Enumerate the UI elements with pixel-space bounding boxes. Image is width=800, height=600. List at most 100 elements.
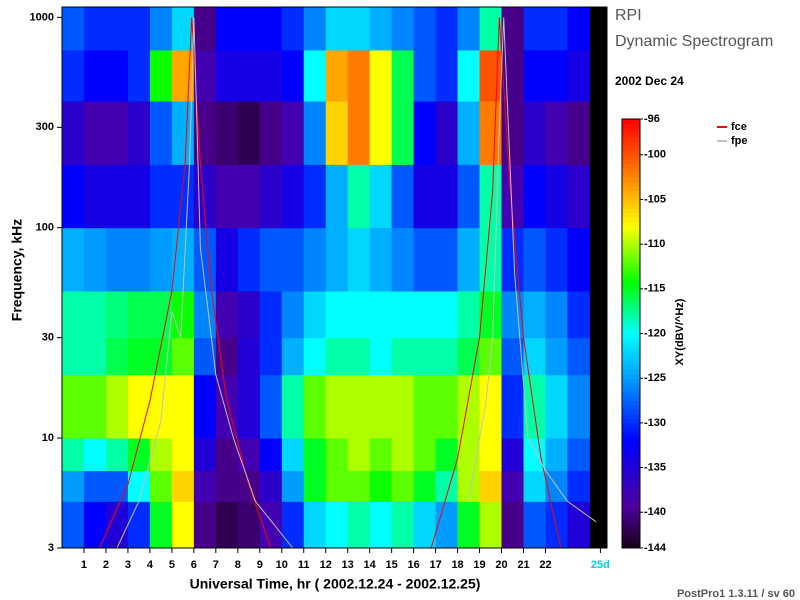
heatmap-cell [391, 291, 415, 339]
colorbar-step [622, 163, 640, 169]
heatmap-cell [83, 470, 107, 502]
heatmap-cell [501, 374, 524, 439]
x-tick-label: 22 [539, 559, 551, 571]
heatmap-cell [215, 438, 239, 472]
heatmap-cell [215, 7, 239, 51]
heatmap-cell [193, 291, 217, 339]
heatmap-cell [171, 49, 195, 102]
heatmap-cell [435, 438, 459, 472]
heatmap-cell [413, 101, 437, 165]
colorbar-step [622, 194, 640, 200]
heatmap-cell [479, 291, 503, 339]
x-tick-label: 13 [342, 559, 354, 571]
heatmap-cell [369, 101, 393, 165]
heatmap-cell [567, 470, 590, 502]
heatmap-cell [523, 291, 546, 339]
colorbar-tick-label: -100 [644, 149, 666, 161]
heatmap-cell [457, 374, 481, 439]
heatmap-cell [479, 227, 503, 292]
heatmap-cell [545, 337, 568, 376]
colorbar-tick-label: -96 [644, 113, 660, 125]
heatmap-cell [281, 227, 305, 292]
heatmap-cell [567, 374, 590, 439]
heatmap-cell [303, 7, 327, 51]
y-axis-label: Frequency, kHz [9, 219, 25, 321]
heatmap-cell [259, 337, 283, 376]
heatmap-cell [149, 291, 173, 339]
heatmap-cell [391, 374, 415, 439]
heatmap-cell [281, 337, 305, 376]
colorbar-step [622, 458, 640, 464]
heatmap-cell [83, 7, 107, 51]
heatmap-cell [149, 227, 173, 292]
y-tick-label: 300 [36, 121, 54, 133]
colorbar-step [622, 248, 640, 254]
heatmap-cell [193, 227, 217, 292]
heatmap-cell [62, 438, 85, 472]
heatmap-cell [303, 438, 327, 472]
heatmap-cell [215, 374, 239, 439]
heatmap-cell [413, 374, 437, 439]
heatmap-cell [83, 101, 107, 165]
heatmap-cell [127, 470, 151, 502]
colorbar-step [622, 320, 640, 326]
heatmap-cell [435, 164, 459, 229]
heatmap-cell [281, 49, 305, 102]
heatmap-cell [347, 101, 371, 165]
heatmap-cell [501, 470, 524, 502]
heatmap-cell [83, 501, 107, 549]
heatmap-cell [193, 337, 217, 376]
heatmap-cell [303, 101, 327, 165]
heatmap-cell [501, 164, 524, 229]
heatmap-cell [523, 374, 546, 439]
colorbar-step [622, 199, 640, 205]
heatmap-cell [237, 501, 261, 549]
colorbar-step [622, 270, 640, 276]
x-tick-label: 7 [213, 559, 219, 571]
heatmap-cell [127, 101, 151, 165]
colorbar-tick-label: -130 [644, 417, 666, 429]
colorbar-step [622, 413, 640, 419]
colorbar-tick-label: -140 [644, 506, 666, 518]
heatmap-cell [105, 7, 129, 51]
colorbar-step [622, 543, 640, 549]
colorbar-step [622, 333, 640, 339]
heatmap-cell [281, 374, 305, 439]
colorbar-step [622, 315, 640, 321]
heatmap-cell [523, 337, 546, 376]
heatmap-cell [479, 374, 503, 439]
colorbar-step [622, 489, 640, 495]
heatmap-cell [127, 501, 151, 549]
heatmap-cell [545, 438, 568, 472]
heatmap-cell [237, 101, 261, 165]
heatmap-cell [413, 501, 437, 549]
colorbar-step [622, 284, 640, 290]
heatmap-cell [193, 501, 217, 549]
heatmap-cell [149, 438, 173, 472]
x-tick-label: 12 [320, 559, 332, 571]
heatmap-cell [369, 49, 393, 102]
heatmap-cell [457, 501, 481, 549]
heatmap-cell [413, 291, 437, 339]
colorbar-tick-label: -120 [644, 327, 666, 339]
heatmap-cell [193, 7, 217, 51]
heatmap-cell [479, 438, 503, 472]
heatmap-cell [62, 227, 85, 292]
heatmap-cell [435, 291, 459, 339]
colorbar-step [622, 539, 640, 545]
heatmap-cell [501, 291, 524, 339]
heatmap-cell [149, 101, 173, 165]
heatmap-cell [259, 470, 283, 502]
heatmap-cell [281, 291, 305, 339]
heatmap-cell [369, 291, 393, 339]
heatmap-cell [171, 164, 195, 229]
plot-frame [61, 6, 608, 549]
heatmap-cell [413, 337, 437, 376]
colorbar-step [622, 159, 640, 165]
colorbar-step [622, 168, 640, 174]
heatmap-cell [303, 49, 327, 102]
heatmap-cell [237, 291, 261, 339]
heatmap-cell [237, 227, 261, 292]
heatmap-cell [325, 374, 349, 439]
x-tick-label: 6 [191, 559, 197, 571]
